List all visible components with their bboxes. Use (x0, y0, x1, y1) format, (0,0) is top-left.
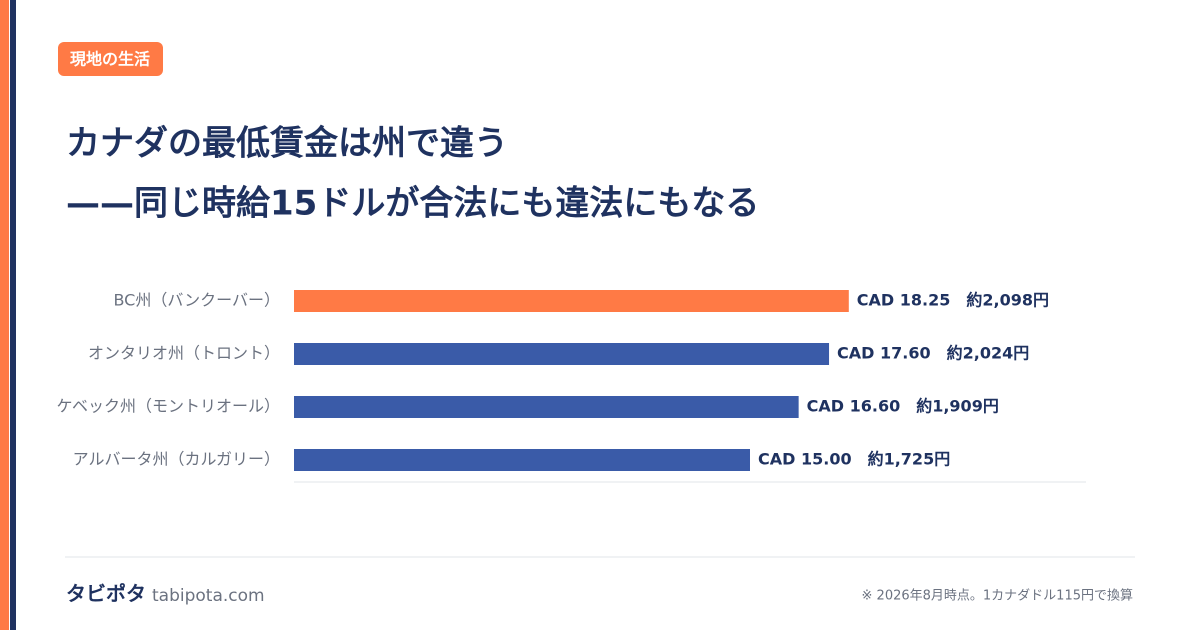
bar (294, 343, 830, 365)
category-label: BC州（バンクーバー） (113, 291, 280, 310)
category-label: アルバータ州（カルガリー） (73, 450, 280, 469)
accent-stripe (0, 0, 9, 630)
title-line: カナダの最低賃金は州で違う (66, 124, 508, 164)
bar (294, 449, 750, 471)
category-label: オンタリオ州（トロント） (88, 344, 280, 363)
bar (294, 396, 799, 418)
title-line: ——同じ時給15ドルが合法にも違法にもなる (66, 184, 759, 224)
footnote: ※ 2026年8月時点。1カナダドル115円で換算 (862, 589, 1133, 604)
value-label: CAD 16.60 約1,909円 (807, 397, 999, 416)
tag-text: 現地の生活 (70, 50, 150, 69)
bar (294, 290, 849, 312)
value-label: CAD 17.60 約2,024円 (837, 344, 1029, 363)
brand: タビポタ (66, 582, 146, 606)
value-label: CAD 18.25 約2,098円 (857, 291, 1049, 310)
tag-badge (58, 42, 163, 76)
value-label: CAD 15.00 約1,725円 (758, 450, 950, 469)
accent-stripe (10, 0, 16, 630)
category-label: ケベック州（モントリオール） (56, 397, 280, 416)
site: tabipota.com (152, 586, 265, 606)
